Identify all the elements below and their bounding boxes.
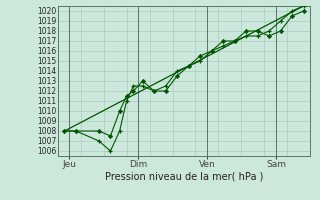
X-axis label: Pression niveau de la mer( hPa ): Pression niveau de la mer( hPa ): [105, 172, 263, 182]
